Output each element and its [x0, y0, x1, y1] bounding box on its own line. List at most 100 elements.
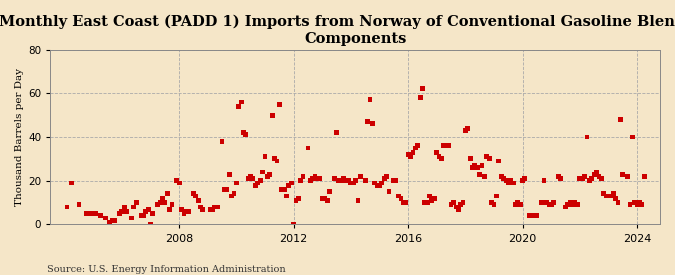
- Point: [155, 200, 165, 205]
- Point: [262, 174, 273, 178]
- Point: [122, 209, 132, 214]
- Point: [319, 196, 330, 200]
- Point: [450, 205, 461, 209]
- Point: [460, 128, 470, 133]
- Point: [548, 200, 559, 205]
- Point: [248, 176, 259, 181]
- Point: [81, 211, 92, 216]
- Point: [403, 152, 414, 157]
- Point: [205, 207, 215, 211]
- Point: [605, 194, 616, 198]
- Point: [489, 203, 500, 207]
- Point: [317, 196, 327, 200]
- Point: [145, 222, 156, 227]
- Point: [467, 166, 478, 170]
- Y-axis label: Thousand Barrels per Day: Thousand Barrels per Day: [15, 68, 24, 206]
- Point: [296, 178, 306, 183]
- Point: [279, 187, 290, 192]
- Point: [362, 120, 373, 124]
- Point: [364, 98, 375, 102]
- Point: [414, 95, 425, 100]
- Point: [331, 130, 342, 135]
- Point: [427, 198, 437, 203]
- Point: [131, 200, 142, 205]
- Point: [412, 144, 423, 148]
- Point: [469, 163, 480, 168]
- Point: [627, 135, 638, 139]
- Point: [352, 198, 363, 203]
- Point: [531, 213, 542, 218]
- Point: [486, 200, 497, 205]
- Point: [286, 181, 297, 185]
- Point: [219, 187, 230, 192]
- Point: [100, 216, 111, 220]
- Point: [618, 172, 628, 176]
- Point: [117, 209, 128, 214]
- Point: [484, 157, 495, 161]
- Point: [288, 222, 299, 227]
- Point: [501, 178, 512, 183]
- Point: [639, 174, 649, 178]
- Point: [408, 150, 418, 155]
- Point: [520, 176, 531, 181]
- Point: [119, 205, 130, 209]
- Point: [226, 194, 237, 198]
- Point: [582, 135, 593, 139]
- Point: [269, 157, 280, 161]
- Point: [136, 213, 146, 218]
- Point: [632, 203, 643, 207]
- Point: [560, 205, 571, 209]
- Point: [424, 194, 435, 198]
- Point: [181, 209, 192, 214]
- Point: [391, 178, 402, 183]
- Point: [565, 200, 576, 205]
- Point: [539, 178, 549, 183]
- Point: [498, 176, 509, 181]
- Point: [570, 200, 580, 205]
- Point: [543, 203, 554, 207]
- Title: Monthly East Coast (PADD 1) Imports from Norway of Conventional Gasoline Blendin: Monthly East Coast (PADD 1) Imports from…: [0, 15, 675, 46]
- Point: [603, 194, 614, 198]
- Point: [394, 194, 404, 198]
- Point: [417, 87, 428, 91]
- Point: [610, 196, 621, 200]
- Point: [472, 166, 483, 170]
- Point: [348, 181, 358, 185]
- Point: [271, 159, 282, 163]
- Point: [589, 172, 599, 176]
- Point: [195, 205, 206, 209]
- Point: [388, 178, 399, 183]
- Point: [274, 102, 285, 106]
- Point: [512, 200, 523, 205]
- Point: [281, 194, 292, 198]
- Point: [162, 192, 173, 196]
- Point: [109, 218, 120, 222]
- Point: [593, 174, 604, 178]
- Point: [157, 196, 168, 200]
- Point: [615, 117, 626, 122]
- Point: [322, 198, 333, 203]
- Point: [436, 157, 447, 161]
- Point: [446, 203, 456, 207]
- Point: [524, 213, 535, 218]
- Point: [453, 207, 464, 211]
- Point: [86, 211, 97, 216]
- Point: [465, 157, 476, 161]
- Point: [217, 139, 227, 144]
- Point: [400, 200, 411, 205]
- Point: [383, 189, 394, 194]
- Point: [341, 178, 352, 183]
- Point: [234, 104, 244, 109]
- Point: [164, 207, 175, 211]
- Point: [284, 183, 294, 187]
- Point: [493, 159, 504, 163]
- Point: [167, 203, 178, 207]
- Point: [61, 205, 72, 209]
- Point: [546, 203, 557, 207]
- Point: [250, 183, 261, 187]
- Point: [541, 200, 551, 205]
- Point: [360, 178, 371, 183]
- Point: [198, 207, 209, 211]
- Point: [302, 146, 313, 150]
- Point: [481, 155, 492, 159]
